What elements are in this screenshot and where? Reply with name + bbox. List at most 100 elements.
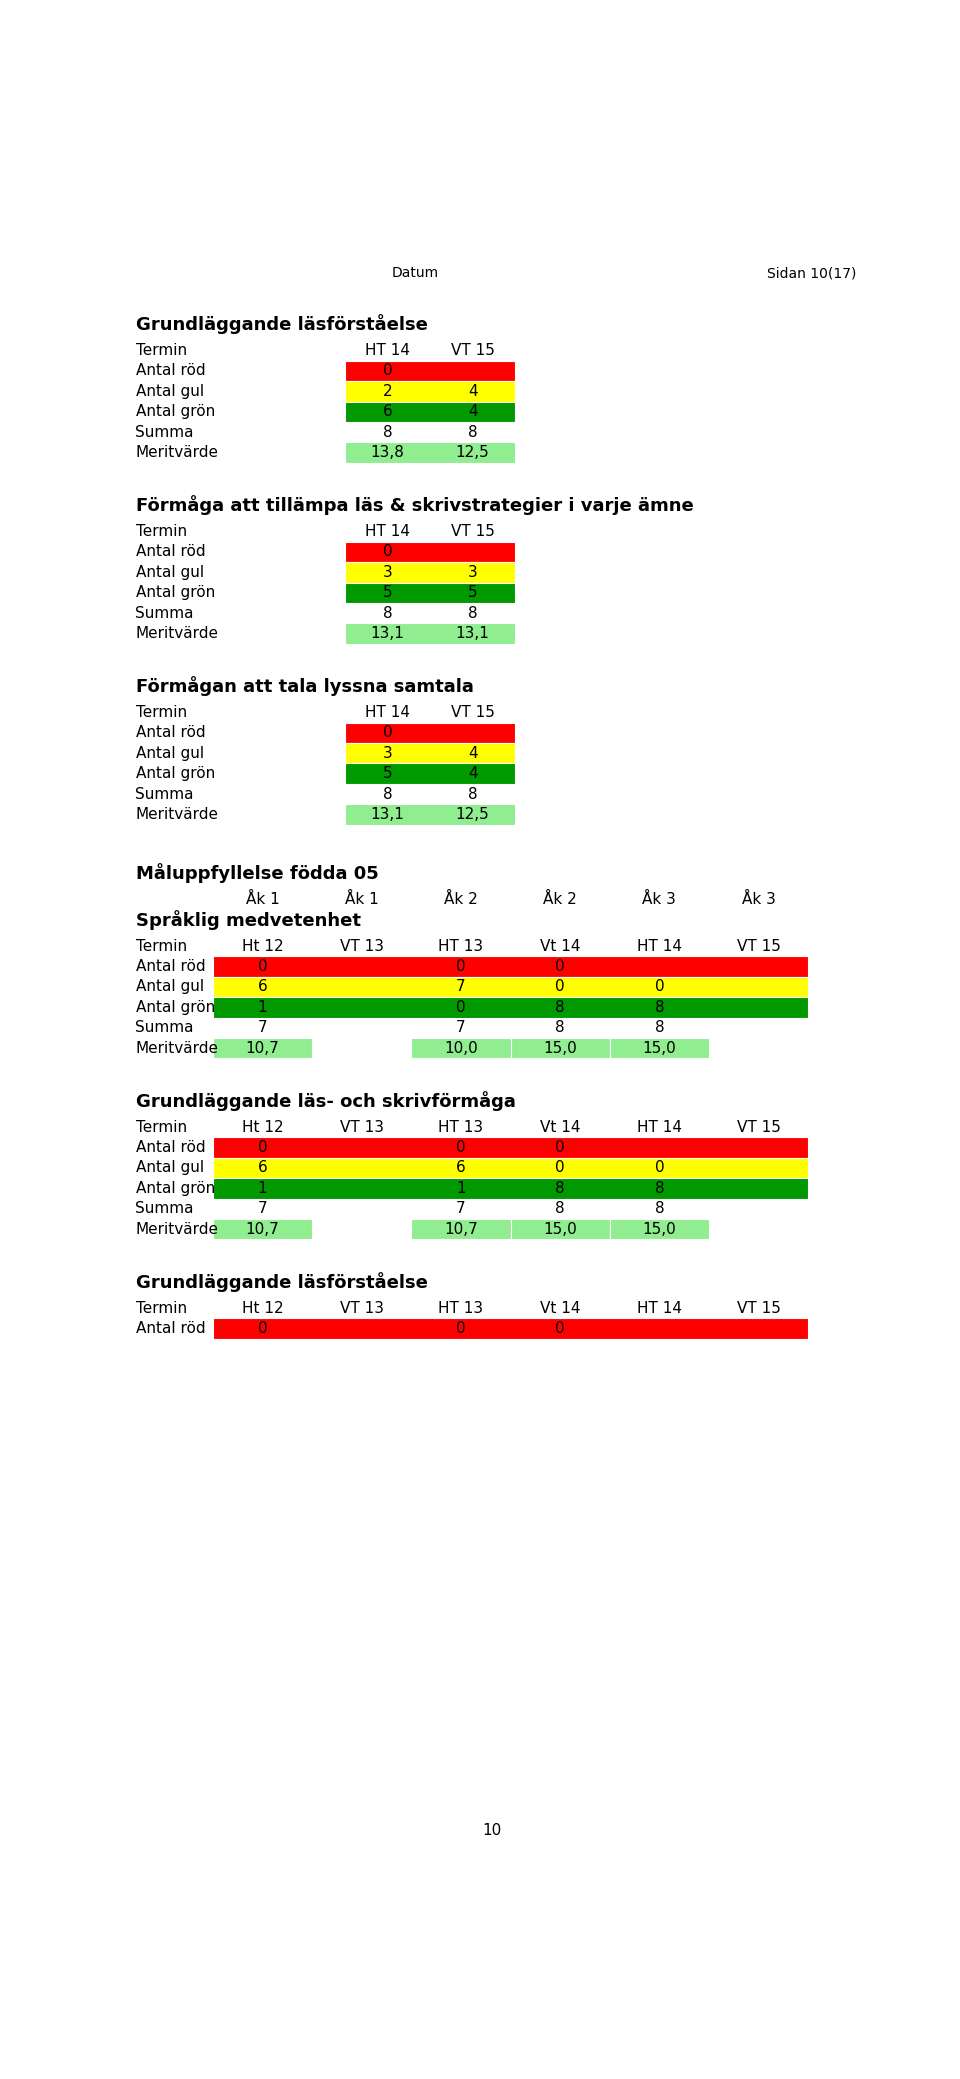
Text: 3: 3 bbox=[382, 746, 393, 761]
Text: 4: 4 bbox=[468, 385, 477, 399]
Text: 10: 10 bbox=[482, 1823, 502, 1838]
Text: Antal röd: Antal röd bbox=[135, 545, 205, 559]
Text: Ht 12: Ht 12 bbox=[242, 1121, 283, 1135]
FancyBboxPatch shape bbox=[610, 1218, 709, 1239]
Text: 0: 0 bbox=[383, 364, 393, 378]
Text: Meritvärde: Meritvärde bbox=[135, 1042, 219, 1056]
Text: Antal röd: Antal röd bbox=[135, 958, 205, 975]
Text: Termin: Termin bbox=[135, 524, 186, 538]
Text: HT 14: HT 14 bbox=[365, 524, 410, 538]
Text: 13,1: 13,1 bbox=[371, 807, 404, 821]
Text: 7: 7 bbox=[258, 1202, 268, 1216]
FancyBboxPatch shape bbox=[511, 1037, 610, 1058]
FancyBboxPatch shape bbox=[412, 1218, 511, 1239]
Text: 4: 4 bbox=[468, 767, 477, 782]
Text: 1: 1 bbox=[456, 1181, 466, 1195]
Text: Åk 1: Åk 1 bbox=[246, 892, 279, 906]
FancyBboxPatch shape bbox=[345, 401, 516, 422]
Text: 0: 0 bbox=[383, 726, 393, 740]
Text: Summa: Summa bbox=[135, 424, 194, 439]
Text: Språklig medvetenhet: Språklig medvetenhet bbox=[135, 911, 361, 929]
Text: 8: 8 bbox=[468, 605, 477, 622]
Text: 8: 8 bbox=[556, 1181, 565, 1195]
Text: Antal grön: Antal grön bbox=[135, 584, 215, 601]
Text: Åk 3: Åk 3 bbox=[742, 892, 776, 906]
FancyBboxPatch shape bbox=[345, 561, 516, 582]
Text: VT 15: VT 15 bbox=[736, 1301, 780, 1316]
FancyBboxPatch shape bbox=[345, 582, 516, 603]
Text: 0: 0 bbox=[655, 1160, 664, 1175]
Text: Grundläggande läs- och skrivförmåga: Grundläggande läs- och skrivförmåga bbox=[135, 1091, 516, 1110]
Text: 0: 0 bbox=[456, 958, 466, 975]
Text: 0: 0 bbox=[556, 1320, 565, 1337]
Text: 6: 6 bbox=[257, 979, 268, 994]
Text: HT 13: HT 13 bbox=[439, 1121, 484, 1135]
Text: VT 15: VT 15 bbox=[736, 1121, 780, 1135]
Text: HT 14: HT 14 bbox=[636, 1301, 682, 1316]
Text: 7: 7 bbox=[456, 1202, 466, 1216]
Text: Förmågan att tala lyssna samtala: Förmågan att tala lyssna samtala bbox=[135, 676, 473, 696]
FancyBboxPatch shape bbox=[213, 998, 808, 1017]
Text: Antal grön: Antal grön bbox=[135, 1181, 215, 1195]
Text: Termin: Termin bbox=[135, 938, 186, 954]
FancyBboxPatch shape bbox=[213, 1158, 808, 1179]
Text: Antal röd: Antal röd bbox=[135, 1139, 205, 1156]
Text: Meritvärde: Meritvärde bbox=[135, 807, 219, 821]
Text: 3: 3 bbox=[382, 565, 393, 580]
Text: 8: 8 bbox=[468, 424, 477, 439]
Text: Vt 14: Vt 14 bbox=[540, 1121, 581, 1135]
Text: 8: 8 bbox=[655, 1202, 664, 1216]
FancyBboxPatch shape bbox=[213, 1179, 808, 1198]
Text: VT 15: VT 15 bbox=[450, 524, 494, 538]
Text: 10,7: 10,7 bbox=[246, 1042, 279, 1056]
Text: HT 14: HT 14 bbox=[636, 938, 682, 954]
Text: 0: 0 bbox=[556, 1160, 565, 1175]
Text: Datum: Datum bbox=[392, 266, 439, 281]
Text: 8: 8 bbox=[655, 1021, 664, 1035]
FancyBboxPatch shape bbox=[412, 1037, 511, 1058]
Text: Summa: Summa bbox=[135, 605, 194, 622]
Text: 0: 0 bbox=[556, 979, 565, 994]
Text: Antal gul: Antal gul bbox=[135, 979, 204, 994]
Text: 6: 6 bbox=[257, 1160, 268, 1175]
Text: Antal gul: Antal gul bbox=[135, 385, 204, 399]
Text: HT 14: HT 14 bbox=[636, 1121, 682, 1135]
Text: Vt 14: Vt 14 bbox=[540, 938, 581, 954]
FancyBboxPatch shape bbox=[345, 624, 516, 644]
FancyBboxPatch shape bbox=[511, 1218, 610, 1239]
Text: Summa: Summa bbox=[135, 1202, 194, 1216]
FancyBboxPatch shape bbox=[213, 1037, 312, 1058]
FancyBboxPatch shape bbox=[345, 443, 516, 464]
FancyBboxPatch shape bbox=[345, 723, 516, 742]
Text: Antal gul: Antal gul bbox=[135, 565, 204, 580]
FancyBboxPatch shape bbox=[213, 1137, 808, 1158]
Text: 8: 8 bbox=[468, 786, 477, 802]
Text: 0: 0 bbox=[456, 1320, 466, 1337]
Text: 13,1: 13,1 bbox=[371, 626, 404, 640]
Text: Ht 12: Ht 12 bbox=[242, 1301, 283, 1316]
Text: Meritvärde: Meritvärde bbox=[135, 445, 219, 459]
FancyBboxPatch shape bbox=[213, 956, 808, 977]
Text: Ht 12: Ht 12 bbox=[242, 938, 283, 954]
Text: 1: 1 bbox=[258, 1000, 268, 1015]
FancyBboxPatch shape bbox=[213, 977, 808, 998]
Text: 6: 6 bbox=[456, 1160, 466, 1175]
Text: 1: 1 bbox=[258, 1181, 268, 1195]
Text: 7: 7 bbox=[456, 979, 466, 994]
Text: HT 13: HT 13 bbox=[439, 938, 484, 954]
Text: VT 15: VT 15 bbox=[736, 938, 780, 954]
Text: 15,0: 15,0 bbox=[642, 1222, 676, 1237]
Text: Sidan 10(17): Sidan 10(17) bbox=[767, 266, 856, 281]
FancyBboxPatch shape bbox=[345, 742, 516, 763]
Text: 0: 0 bbox=[556, 958, 565, 975]
FancyBboxPatch shape bbox=[345, 380, 516, 401]
Text: Termin: Termin bbox=[135, 1301, 186, 1316]
Text: HT 14: HT 14 bbox=[365, 705, 410, 719]
Text: HT 14: HT 14 bbox=[365, 343, 410, 358]
Text: Måluppfyllelse födda 05: Måluppfyllelse födda 05 bbox=[135, 863, 378, 884]
Text: 7: 7 bbox=[456, 1021, 466, 1035]
FancyBboxPatch shape bbox=[213, 1218, 312, 1239]
Text: Grundläggande läsförståelse: Grundläggande läsförståelse bbox=[135, 1272, 427, 1291]
Text: 8: 8 bbox=[556, 1202, 565, 1216]
Text: 7: 7 bbox=[258, 1021, 268, 1035]
